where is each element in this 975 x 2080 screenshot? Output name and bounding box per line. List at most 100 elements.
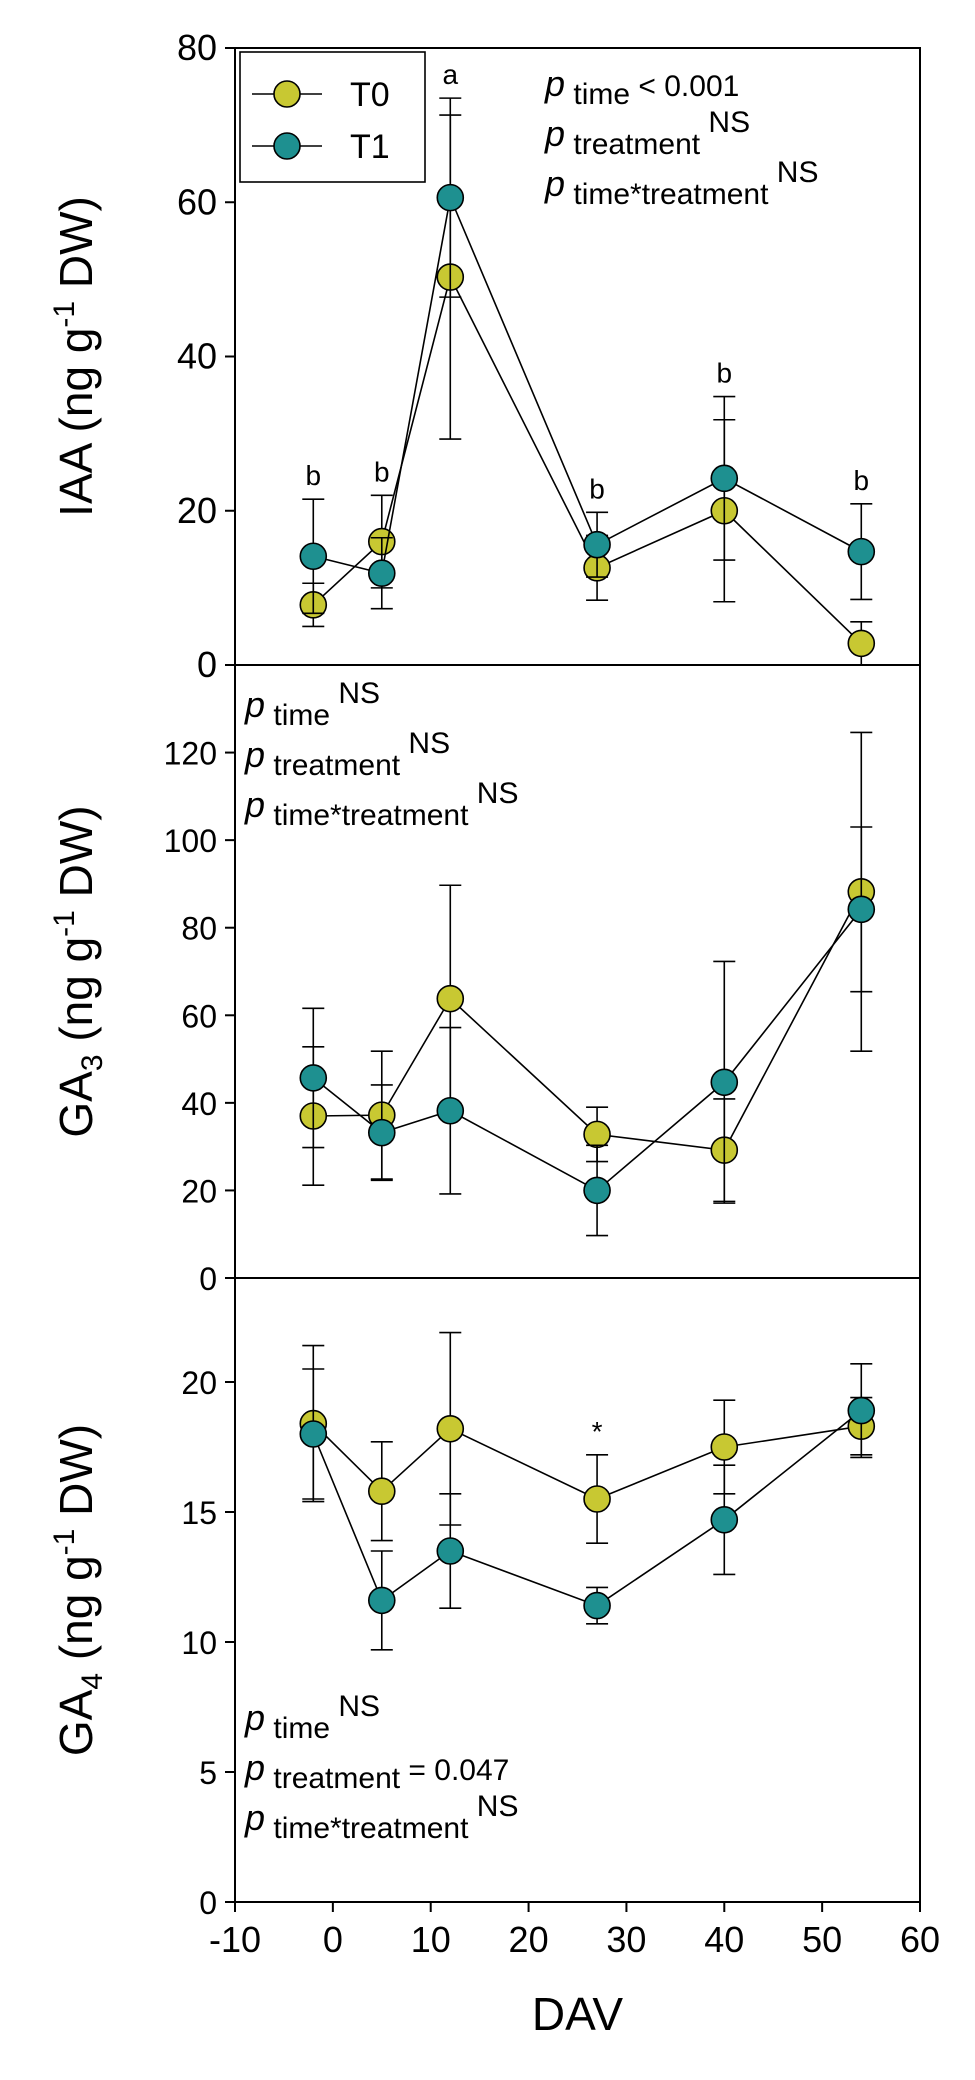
data-point [299,1064,328,1092]
data-point [436,1096,465,1125]
stat-superscript: NS [330,677,380,710]
stat-p: p [544,113,565,154]
panel-frame [234,1277,921,1903]
data-point [583,1485,611,1513]
panel-iaa: 0 20 40 60 80 IAA (ng g-1 DW) b b a b b b p time < 0… [48,27,921,685]
legend-marker [273,80,301,108]
y-axis-title-tail: DW) [50,805,102,910]
series-t1 [299,826,876,1237]
x-tick-label: -10 [209,1919,261,1960]
series-line [312,1423,862,1500]
x-tick-label: 30 [606,1919,646,1960]
y-tick-label: 10 [181,1625,217,1661]
y-tick-label: 60 [177,181,217,222]
data-point [367,559,396,588]
data-point [436,183,465,212]
x-tick-label: 0 [323,1919,343,1960]
y-axis-title-main: GA [50,1689,102,1756]
y-tick-label: 15 [181,1495,217,1531]
y-axis-title-main: IAA (ng g [50,328,102,517]
data-point [367,1118,396,1147]
data-point [583,1591,611,1620]
stat-superscript: NS [768,156,818,189]
stat-p: p [244,784,265,825]
stat-suffix: = 0.047 [400,1754,509,1787]
y-tick-label: 20 [181,1365,217,1401]
x-tick-label: 40 [704,1919,744,1960]
y-tick-label: 80 [181,911,217,947]
legend-box [239,51,426,183]
x-tick-label: 10 [411,1919,451,1960]
y-axis-title-superscript: -1 [48,910,81,937]
data-point [436,984,465,1013]
y-tick-label: 0 [199,1261,217,1297]
y-tick-label: 0 [199,1885,217,1921]
stat-subscript: time [265,1712,330,1745]
stat-p: p [244,1747,265,1788]
stat-p: p [244,1697,265,1738]
significance-mark: * [592,1416,603,1447]
stat-subscript: time*treatment [565,178,769,211]
significance-letter: b [853,465,869,496]
stat-line: p time*treatment NS [244,1790,518,1845]
significance-letter: b [716,358,732,389]
stat-subscript: time*treatment [265,799,469,832]
data-point [299,1420,328,1448]
y-axis-title: IAA (ng g-1 DW) [48,196,102,517]
data-point [299,542,328,571]
y-axis-title-subscript: 3 [76,1054,109,1071]
y-tick-label: 20 [177,490,217,531]
y-axis-title-superscript: -1 [48,301,81,328]
significance-letter: b [589,473,605,504]
stat-p: p [544,163,565,204]
stat-line: p treatment = 0.047 [244,1747,509,1795]
y-axis-title-superscript: -1 [48,1529,81,1556]
stat-p: p [244,684,265,725]
stat-superscript: NS [330,1690,380,1723]
data-point [710,1506,739,1534]
data-point [710,464,739,493]
series-t1 [299,97,876,615]
data-point [367,1477,396,1505]
x-axis: -10 0 10 20 30 40 50 60 DAV [209,1902,940,2040]
stat-p: p [244,1797,265,1838]
stat-superscript: NS [700,106,750,139]
significance-letter: b [374,456,390,487]
y-axis-title: GA3 (ng g-1 DW) [48,805,109,1137]
x-tick-label: 20 [509,1919,549,1960]
stat-subscript: time [565,78,630,111]
series-line [312,1409,862,1607]
stat-line: p treatment NS [544,106,750,161]
y-axis-title-tail: DW) [50,196,102,301]
stat-suffix: < 0.001 [630,70,739,103]
stat-subscript: time*treatment [265,1812,469,1845]
legend-marker [273,132,301,160]
data-point [847,895,876,924]
series-line [312,908,862,1192]
data-point [583,1176,611,1205]
data-point [436,1537,465,1565]
y-tick-label: 60 [181,998,217,1034]
data-point [583,530,611,559]
y-axis-title-unit: (ng g [50,937,102,1055]
y-axis-title-main: GA [50,1071,102,1138]
x-tick-label: 50 [802,1919,842,1960]
y-axis-title-unit: (ng g [50,1555,102,1673]
y-tick-label: 20 [181,1173,217,1209]
legend-label: T1 [350,128,390,166]
stat-line: p time NS [244,1690,380,1745]
y-tick-label: 100 [164,823,217,859]
stat-subscript: treatment [265,749,401,782]
y-axis-title-subscript: 4 [76,1673,109,1690]
stat-subscript: treatment [265,1762,401,1795]
stat-subscript: treatment [565,128,701,161]
data-point [436,1415,465,1443]
y-tick-label: 80 [177,27,217,68]
y-tick-label: 40 [181,1086,217,1122]
stat-subscript: time [265,699,330,732]
y-axis-title: GA4 (ng g-1 DW) [48,1424,109,1756]
